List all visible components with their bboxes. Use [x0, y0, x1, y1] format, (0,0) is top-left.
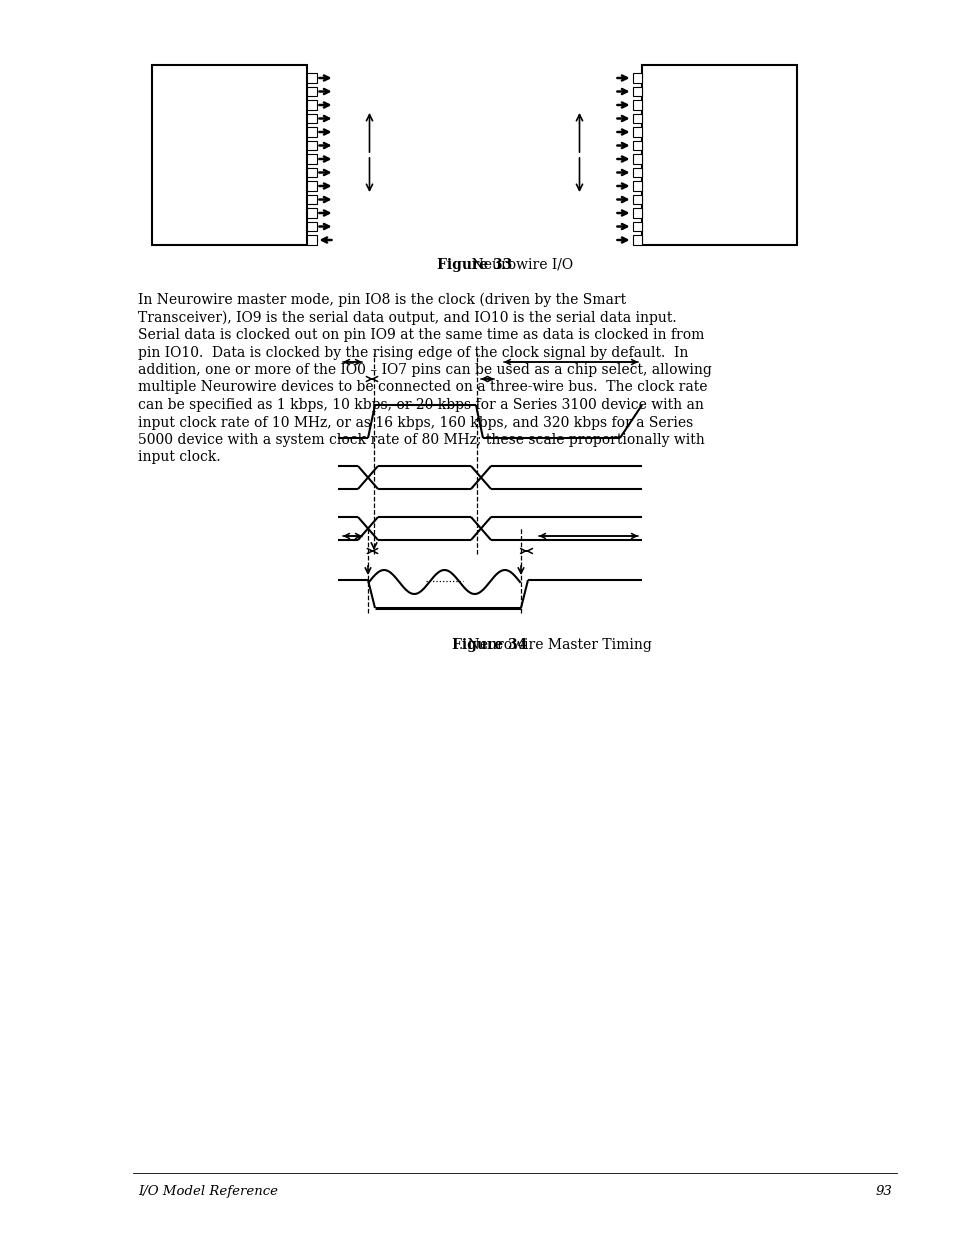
Bar	[632, 141, 641, 151]
Text: In Neurowire master mode, pin IO8 is the clock (driven by the Smart: In Neurowire master mode, pin IO8 is the…	[138, 293, 625, 308]
Bar	[307, 154, 316, 164]
Bar	[632, 209, 641, 217]
Bar	[307, 127, 316, 137]
Bar	[632, 168, 641, 178]
Bar	[307, 182, 316, 190]
Bar	[152, 65, 307, 245]
Text: 5000 device with a system clock rate of 80 MHz; these scale proportionally with: 5000 device with a system clock rate of …	[138, 433, 704, 447]
Text: multiple Neurowire devices to be connected on a three-wire bus.  The clock rate: multiple Neurowire devices to be connect…	[138, 380, 707, 394]
Text: I/O Model Reference: I/O Model Reference	[138, 1186, 277, 1198]
Bar	[307, 73, 316, 83]
Bar	[632, 195, 641, 204]
Bar	[632, 73, 641, 83]
Text: input clock rate of 10 MHz, or as 16 kbps, 160 kbps, and 320 kbps for a Series: input clock rate of 10 MHz, or as 16 kbp…	[138, 415, 693, 430]
Text: Figure 34: Figure 34	[452, 638, 527, 652]
Text: Figure 33: Figure 33	[436, 258, 512, 272]
Text: input clock.: input clock.	[138, 451, 220, 464]
Bar	[632, 154, 641, 164]
Text: addition, one or more of the IO0 – IO7 pins can be used as a chip select, allowi: addition, one or more of the IO0 – IO7 p…	[138, 363, 711, 377]
Bar	[641, 65, 796, 245]
Bar	[632, 127, 641, 137]
Bar	[632, 100, 641, 110]
Text: pin IO10.  Data is clocked by the rising edge of the clock signal by default.  I: pin IO10. Data is clocked by the rising …	[138, 346, 688, 359]
Text: Transceiver), IO9 is the serial data output, and IO10 is the serial data input.: Transceiver), IO9 is the serial data out…	[138, 310, 676, 325]
Text: . Neurowire I/O: . Neurowire I/O	[463, 258, 573, 272]
Bar	[307, 235, 316, 245]
Text: Serial data is clocked out on pin IO9 at the same time as data is clocked in fro: Serial data is clocked out on pin IO9 at…	[138, 329, 703, 342]
Bar	[632, 235, 641, 245]
Bar	[632, 114, 641, 124]
Bar	[632, 86, 641, 96]
Bar	[632, 182, 641, 190]
Bar	[307, 195, 316, 204]
Bar	[307, 141, 316, 151]
Text: . Neurowire Master Timing: . Neurowire Master Timing	[458, 638, 651, 652]
Text: can be specified as 1 kbps, 10 kbps, or 20 kbps for a Series 3100 device with an: can be specified as 1 kbps, 10 kbps, or …	[138, 398, 703, 412]
Bar	[307, 100, 316, 110]
Bar	[307, 114, 316, 124]
Bar	[307, 86, 316, 96]
Bar	[307, 209, 316, 217]
Bar	[632, 222, 641, 231]
Bar	[307, 168, 316, 178]
Text: 93: 93	[874, 1186, 891, 1198]
Bar	[307, 222, 316, 231]
